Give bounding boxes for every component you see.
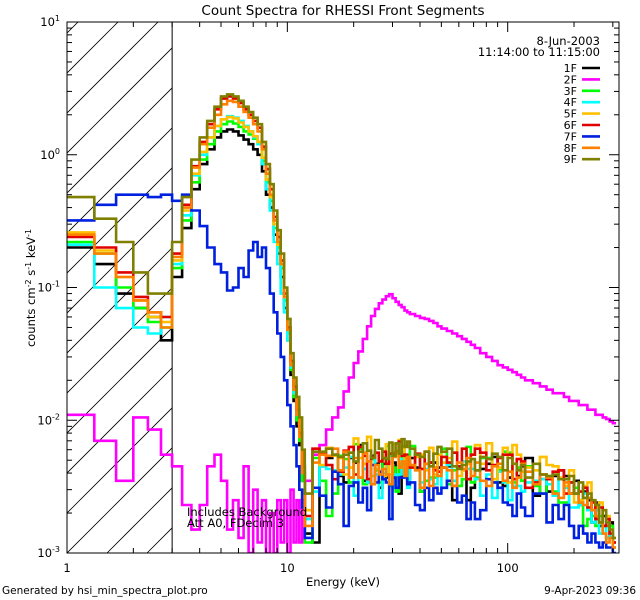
y-tick-label: 10-1 xyxy=(37,280,60,295)
y-axis-label: counts cm-2 s-1 keV-1 xyxy=(24,229,38,347)
date-label: 8-Jun-2003 xyxy=(537,34,601,48)
series-lines xyxy=(67,93,616,553)
y-label-part: counts cm xyxy=(24,287,38,347)
x-tick-label: 100 xyxy=(497,561,519,575)
legend-label-1F: 1F xyxy=(564,62,577,75)
series-line-9F xyxy=(67,93,616,540)
legend-label-9F: 9F xyxy=(564,153,577,166)
hatch-line xyxy=(67,447,173,553)
hatch-line xyxy=(67,167,173,274)
hatch-line xyxy=(67,207,173,314)
hatch-line xyxy=(67,47,173,154)
hatch-line xyxy=(347,0,640,553)
time-range-label: 11:14:00 to 11:15:00 xyxy=(478,45,600,59)
legend-label-8F: 8F xyxy=(564,142,577,155)
legend-label-3F: 3F xyxy=(564,85,577,98)
legend-label-4F: 4F xyxy=(564,96,577,109)
y-tick-labels: 10-3 10-2 10-1 100 101 xyxy=(37,14,60,560)
y-label-exp: -2 xyxy=(24,279,33,287)
legend-label-2F: 2F xyxy=(564,73,577,86)
chart-title: Count Spectra for RHESSI Front Segments xyxy=(201,3,484,19)
y-label-exp: -1 xyxy=(24,229,33,237)
y-label-part: s xyxy=(24,270,38,280)
y-tick-label: 10-2 xyxy=(37,412,60,427)
hatch-line xyxy=(67,367,173,474)
hatch-line xyxy=(0,0,107,553)
hatch-line xyxy=(67,247,173,354)
hatch-line xyxy=(67,22,159,114)
hatch-line xyxy=(67,407,173,514)
x-axis-label: Energy (keV) xyxy=(306,575,380,589)
y-tick-label: 10-3 xyxy=(37,545,60,560)
series-line-8F xyxy=(67,99,616,549)
legend-label-5F: 5F xyxy=(564,108,577,121)
hatch-line xyxy=(67,287,173,394)
annotation-background: Includes Background xyxy=(187,505,307,519)
y-tick-label: 100 xyxy=(40,147,60,162)
series-line-7F xyxy=(67,193,616,553)
hatch-line xyxy=(67,22,119,74)
footer-generated-by: Generated by hsi_min_spectra_plot.pro xyxy=(2,585,208,597)
legend-label-7F: 7F xyxy=(564,130,577,143)
annotation-attenuator: Att A0, FDecim 3 xyxy=(187,516,284,530)
y-label-part: keV xyxy=(24,237,38,262)
footer-timestamp: 9-Apr-2023 09:36 xyxy=(544,585,636,597)
series-line-2F xyxy=(67,292,616,553)
y-label-exp: -1 xyxy=(24,262,33,270)
y-tick-label: 101 xyxy=(40,14,60,29)
axis-ticks xyxy=(66,21,619,554)
hatch-line xyxy=(67,87,173,194)
x-tick-labels: 1 10 100 xyxy=(63,561,518,575)
x-tick-label: 1 xyxy=(63,561,70,575)
legend-label-6F: 6F xyxy=(564,119,577,132)
x-tick-label: 10 xyxy=(280,561,295,575)
hatched-region xyxy=(0,0,640,553)
